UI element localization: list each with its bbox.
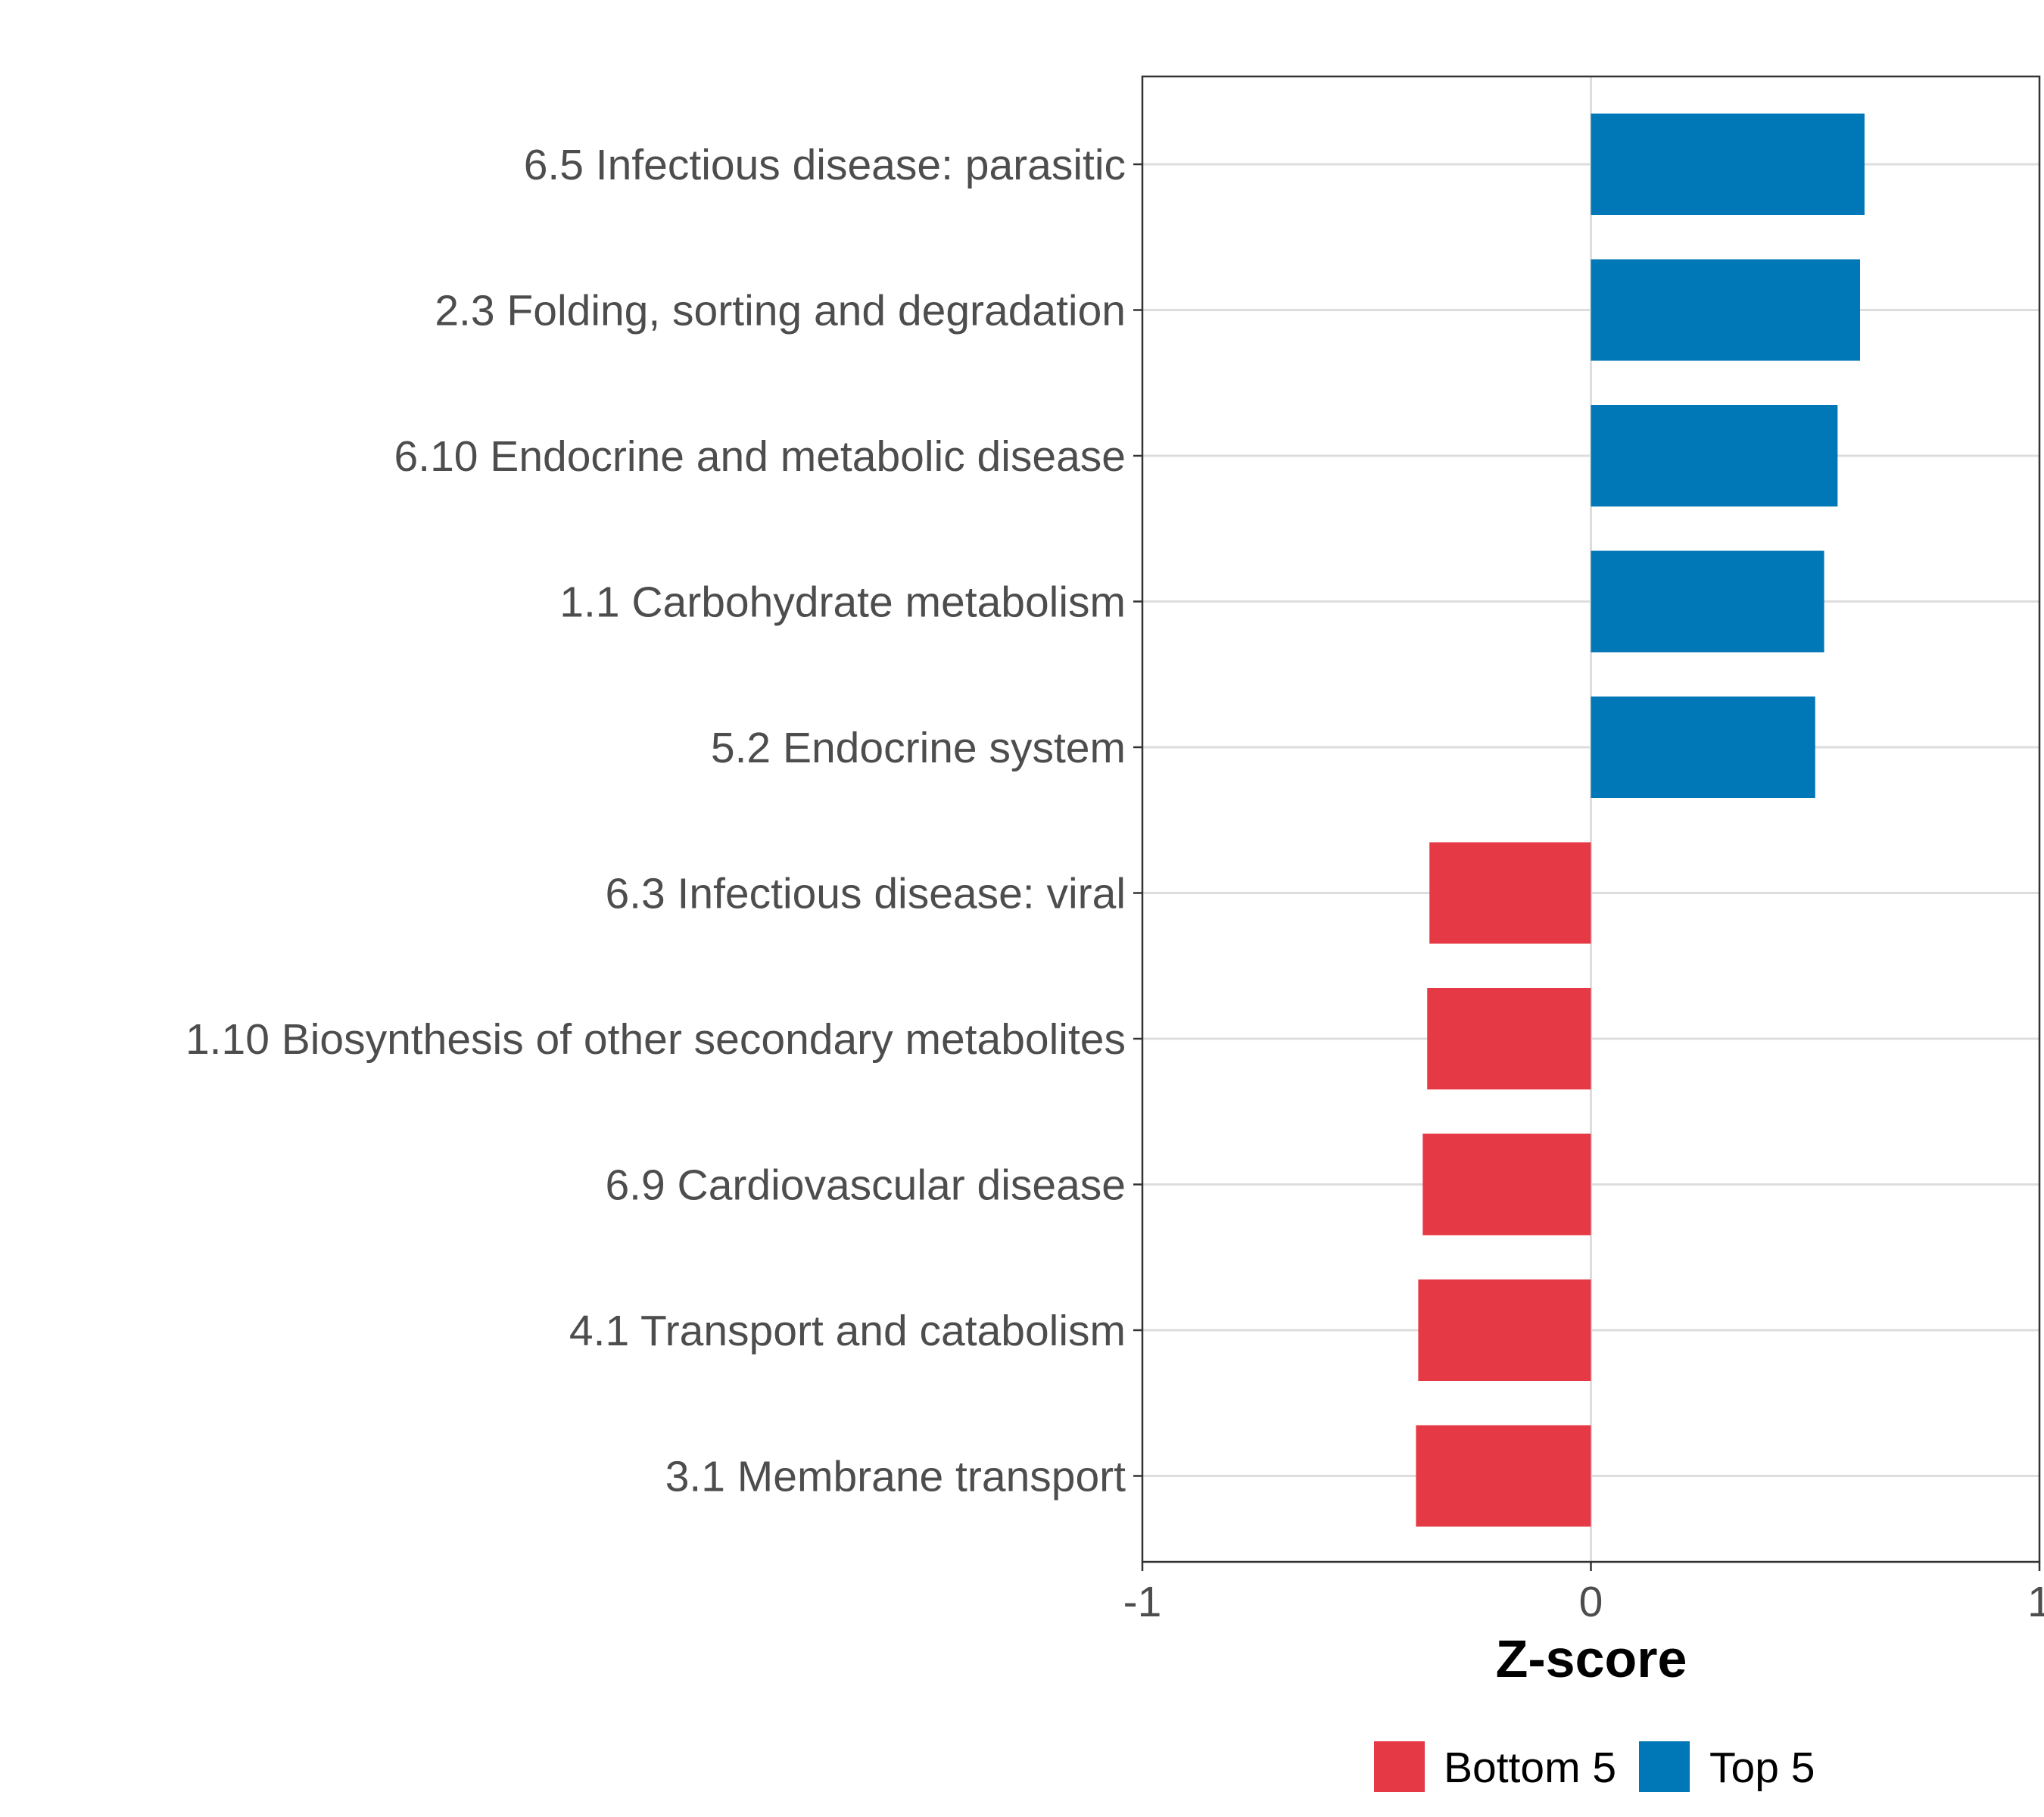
legend-label: Top 5 [1709,1744,1815,1792]
x-tick-label: 0 [1579,1578,1603,1626]
legend-label: Bottom 5 [1444,1744,1616,1792]
y-tick-label: 5.2 Endocrine system [711,724,1126,772]
bar [1418,1279,1591,1381]
legend: Bottom 5 Top 5 [1374,1741,1815,1792]
y-tick-label: 2.3 Folding, sorting and degradation [435,287,1126,335]
bar [1416,1425,1591,1527]
legend-swatch [1374,1741,1425,1792]
y-tick-label: 6.9 Cardiovascular disease [605,1161,1126,1210]
bar [1591,114,1865,215]
bar [1591,405,1838,506]
y-tick-label: 6.3 Infectious disease: viral [605,870,1126,918]
y-tick-label: 6.10 Endocrine and metabolic disease [394,432,1126,481]
y-tick-label: 3.1 Membrane transport [665,1453,1126,1501]
bar [1591,550,1824,653]
y-tick-label: 4.1 Transport and catabolism [569,1307,1126,1355]
legend-swatch [1639,1741,1690,1792]
x-tick-label: 1 [2027,1578,2044,1626]
bar [1429,842,1591,944]
bar [1427,988,1591,1089]
y-tick-label: 6.5 Infectious disease: parasitic [524,141,1126,189]
y-axis: 6.5 Infectious disease: parasitic 2.3 Fol… [185,141,1142,1501]
y-tick-label: 1.1 Carbohydrate metabolism [559,578,1126,627]
bar [1422,1133,1591,1236]
bar [1591,259,1860,361]
x-tick-label: -1 [1123,1578,1162,1626]
x-axis-title: Z-score [1496,1629,1687,1688]
y-tick-label: 1.10 Biosynthesis of other secondary met… [185,1015,1126,1064]
bar [1591,697,1815,798]
bars-layer [1416,114,1865,1527]
x-axis: -1 0 1 [1123,1562,2044,1626]
